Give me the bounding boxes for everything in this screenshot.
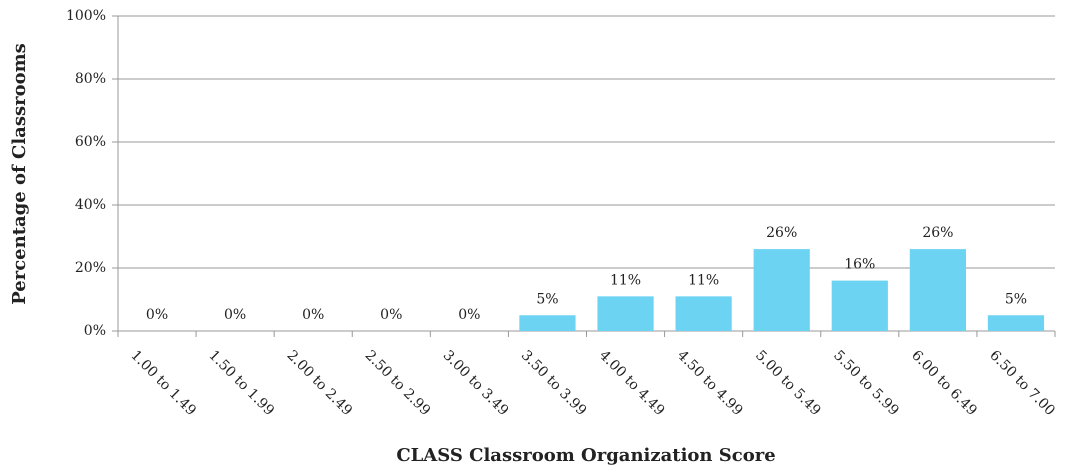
value-label: 16% [844,257,875,273]
value-label: 26% [766,225,797,241]
value-label: 5% [1005,291,1027,307]
x-tick-label: 1.50 to 1.99 [205,347,277,419]
value-label: 5% [536,291,558,307]
bar [519,315,576,331]
value-label: 0% [224,307,246,323]
x-tick-label: 5.50 to 5.99 [830,347,902,419]
x-tick-label: 4.50 to 4.99 [674,347,746,419]
x-tick-label: 4.00 to 4.49 [596,347,668,419]
x-tick-label: 2.50 to 2.99 [362,347,434,419]
value-label: 0% [146,307,168,323]
x-tick-label: 6.50 to 7.00 [986,347,1058,419]
x-tick-label: 3.00 to 3.49 [440,347,512,419]
y-tick-label: 20% [75,260,106,276]
y-tick-label: 80% [75,71,106,87]
bar [987,315,1045,331]
x-axis-title: CLASS Classroom Organization Score [396,445,775,466]
x-tick-label: 1.00 to 1.49 [127,347,199,419]
bar [675,296,732,331]
value-label: 26% [922,225,953,241]
y-axis-title: Percentage of Classrooms [9,43,30,305]
y-tick-label: 100% [66,8,106,24]
value-label: 0% [458,307,480,323]
x-tick-label: 5.00 to 5.49 [752,347,824,419]
y-tick-label: 40% [75,197,106,213]
y-tick-label: 0% [84,323,106,339]
x-tick-label: 6.00 to 6.49 [908,347,980,419]
bar [753,249,810,331]
x-tick-label: 3.50 to 3.99 [518,347,590,419]
bar [909,249,966,331]
y-tick-label: 60% [75,134,106,150]
value-label: 0% [302,307,324,323]
value-label: 11% [610,272,641,288]
value-label: 11% [688,272,719,288]
bar [597,296,654,331]
x-tick-label: 2.00 to 2.49 [284,347,356,419]
bar [831,280,888,331]
value-label: 0% [380,307,402,323]
